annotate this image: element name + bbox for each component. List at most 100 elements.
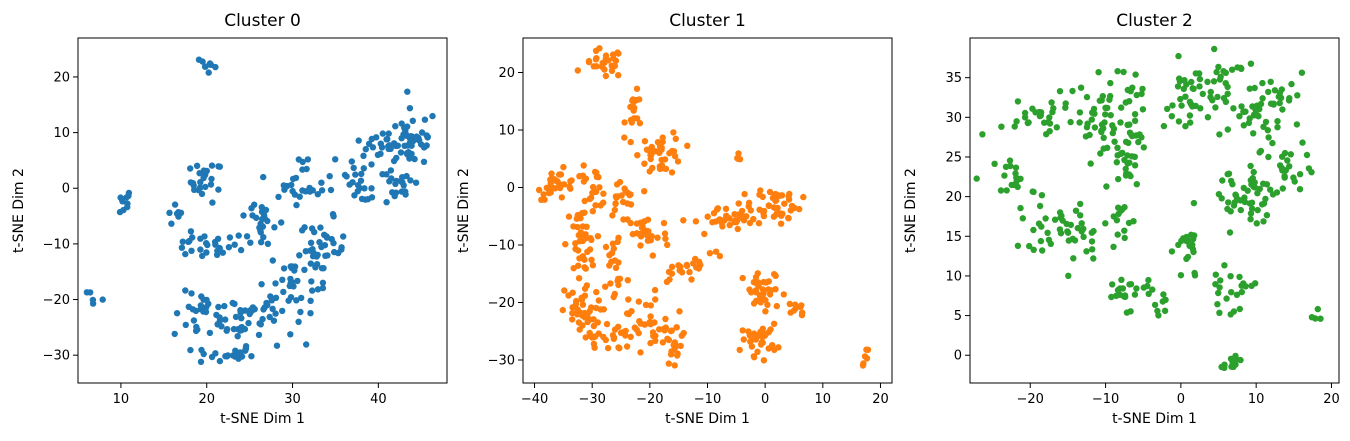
scatter-point — [1238, 65, 1245, 73]
scatter-point — [1078, 228, 1085, 235]
scatter-point — [623, 310, 631, 317]
scatter-point — [1006, 157, 1014, 164]
scatter-point — [1114, 231, 1121, 238]
scatter-point — [1008, 181, 1015, 189]
scatter-point — [602, 72, 610, 80]
scatter-point — [287, 294, 295, 301]
scatter-point — [358, 170, 365, 178]
scatter-point — [662, 235, 669, 242]
scatter-point — [1001, 172, 1008, 179]
scatter-point — [1090, 105, 1098, 113]
scatter-point — [1082, 133, 1090, 140]
scatter-point — [279, 307, 286, 315]
scatter-point — [416, 137, 423, 144]
scatter-point — [1247, 60, 1255, 67]
scatter-point — [1252, 280, 1259, 287]
scatter-point — [1299, 139, 1306, 146]
scatter-point — [1215, 289, 1222, 297]
scatter-point — [580, 231, 587, 238]
scatter-point — [406, 105, 414, 112]
scatter-point — [609, 332, 617, 339]
scatter-point — [1214, 93, 1221, 101]
scatter-point — [608, 258, 615, 265]
scatter-point — [1011, 123, 1018, 130]
scatter-point — [547, 176, 554, 183]
scatter-point — [182, 250, 189, 258]
scatter-point — [619, 198, 627, 206]
scatter-point — [272, 294, 280, 301]
x-tick-label: −10 — [1092, 392, 1119, 407]
scatter-point — [1030, 226, 1037, 234]
scatter-point — [1149, 286, 1156, 293]
scatter-point — [231, 241, 238, 248]
scatter-point — [1186, 112, 1194, 119]
y-axis-label: t-SNE Dim 2 — [903, 168, 919, 253]
scatter-point — [313, 261, 321, 268]
scatter-point — [625, 296, 632, 303]
scatter-point — [747, 338, 754, 345]
scatter-point — [787, 207, 794, 214]
scatter-point — [1224, 90, 1231, 98]
scatter-point — [581, 292, 589, 299]
scatter-point — [379, 130, 386, 137]
scatter-point — [1273, 189, 1281, 196]
scatter-point — [1191, 269, 1198, 277]
scatter-point — [1247, 162, 1254, 170]
scatter-point — [1267, 186, 1274, 193]
scatter-point — [741, 190, 748, 198]
scatter-point — [580, 162, 587, 169]
scatter-point — [622, 332, 629, 339]
scatter-point — [1285, 97, 1293, 104]
scatter-point — [659, 339, 667, 346]
scatter-point — [649, 164, 656, 172]
scatter-point — [1122, 293, 1129, 300]
scatter-point — [535, 186, 543, 194]
scatter-point — [215, 186, 222, 193]
scatter-point — [168, 220, 175, 227]
scatter-point — [612, 264, 620, 272]
scatter-point — [629, 230, 636, 238]
scatter-point — [230, 325, 238, 333]
y-tick-label: −10 — [488, 239, 515, 254]
scatter-point — [649, 252, 656, 259]
scatter-point — [117, 194, 124, 201]
scatter-point — [1222, 80, 1229, 87]
scatter-point — [1044, 229, 1051, 236]
scatter-point — [759, 339, 766, 346]
scatter-point — [750, 300, 758, 307]
scatter-point — [202, 183, 209, 191]
scatter-point — [1120, 68, 1127, 76]
scatter-point — [668, 169, 676, 176]
scatter-point — [354, 188, 361, 195]
scatter-point — [216, 163, 223, 170]
scatter-point — [1221, 262, 1228, 269]
scatter-point — [1003, 187, 1010, 194]
scatter-point — [1317, 315, 1324, 322]
scatter-point — [213, 251, 221, 258]
scatter-point — [1246, 115, 1253, 122]
scatter-point — [1095, 69, 1102, 76]
scatter-point — [238, 315, 245, 322]
scatter-point — [355, 137, 362, 144]
scatter-point — [1161, 307, 1169, 314]
scatter-point — [1230, 202, 1238, 209]
scatter-point — [678, 269, 686, 276]
scatter-point — [229, 352, 237, 359]
scatter-point — [377, 140, 384, 147]
scatter-point — [1087, 160, 1094, 167]
x-tick-label: 0 — [1177, 392, 1185, 407]
scatter-point — [560, 163, 567, 171]
scatter-point — [595, 297, 602, 304]
scatter-point — [755, 283, 762, 290]
y-tick-label: −30 — [488, 354, 515, 369]
scatter-point — [1139, 106, 1147, 113]
scatter-point — [1260, 123, 1267, 130]
scatter-point — [1169, 102, 1176, 109]
scatter-point — [295, 318, 302, 325]
scatter-point — [407, 133, 415, 140]
scatter-point — [1188, 231, 1195, 238]
scatter-point — [297, 308, 304, 316]
scatter-point — [189, 306, 197, 313]
scatter-point — [379, 171, 386, 178]
